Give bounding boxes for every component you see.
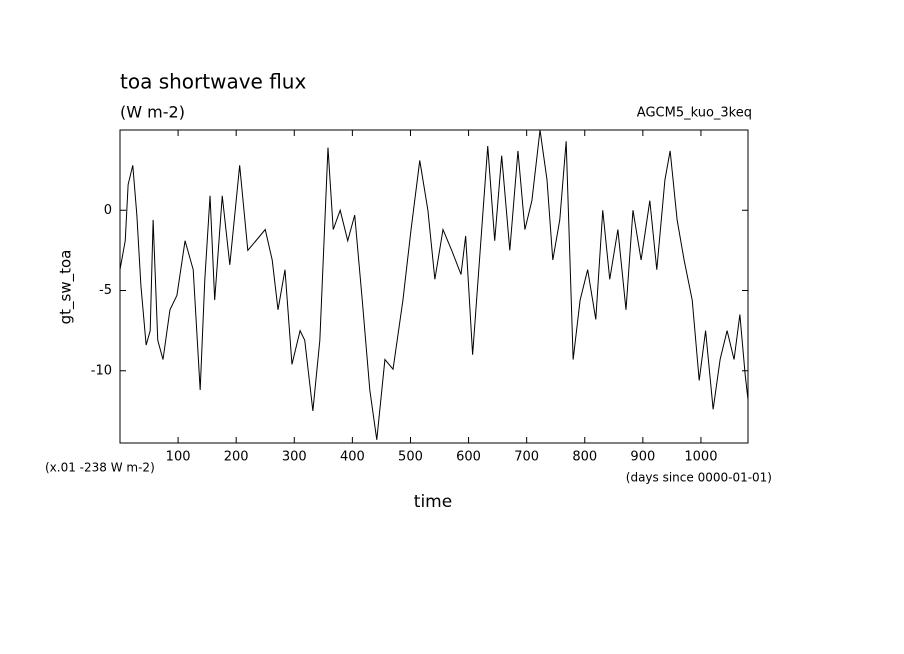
x-tick-label: 1000 [684, 450, 717, 465]
x-tick-label: 600 [456, 450, 481, 465]
y-tick-label: 0 [104, 203, 112, 218]
y-tick-label: -5 [99, 283, 112, 298]
plot-frame [119, 129, 749, 444]
x-tick-label: 200 [224, 450, 249, 465]
x-tick-label: 700 [514, 450, 539, 465]
x-tick-label: 400 [340, 450, 365, 465]
x-tick-label: 500 [398, 450, 423, 465]
x-tick-label: 800 [572, 450, 597, 465]
chart-title: toa shortwave flux [120, 70, 306, 94]
data-line [119, 129, 749, 440]
x-unit-note: (days since 0000-01-01) [626, 471, 772, 485]
x-tick-label: 300 [282, 450, 307, 465]
x-tick-label: 100 [166, 450, 191, 465]
y-axis-label: gt_sw_toa [57, 250, 76, 325]
annotation: AGCM5_kuo_3keq [637, 106, 752, 121]
y-offset-note: (x.01 -238 W m-2) [45, 461, 155, 475]
x-axis-label: time [414, 492, 452, 512]
y-tick-label: -10 [91, 363, 112, 378]
x-tick-label: 900 [630, 450, 655, 465]
chart-subtitle: (W m-2) [120, 103, 185, 122]
